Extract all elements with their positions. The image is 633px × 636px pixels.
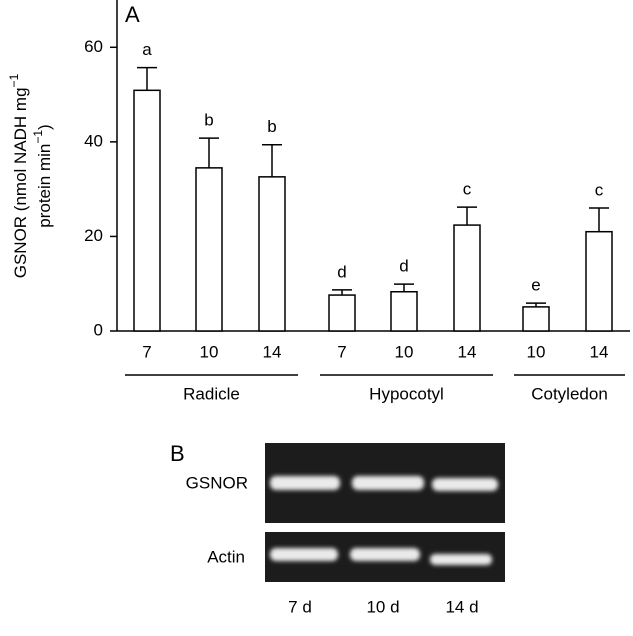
gel-lane-label: 10 d	[366, 597, 399, 616]
significance-letter: c	[463, 180, 472, 199]
bar	[585, 230, 613, 332]
bar	[258, 176, 286, 332]
significance-letter: b	[267, 117, 276, 136]
x-tick-label: 10	[200, 342, 219, 361]
x-tick-label: 7	[337, 342, 346, 361]
gel-row-label: GSNOR	[186, 473, 248, 492]
bar	[195, 167, 223, 332]
y-tick-label: 40	[84, 131, 103, 150]
y-label-part: GSNOR (nmol NADH mg	[11, 87, 30, 278]
y-label-sup: −1	[7, 73, 21, 87]
significance-letter: d	[337, 262, 346, 281]
y-label-part: )	[35, 124, 54, 130]
gel-lane-label: 14 d	[445, 597, 478, 616]
x-tick-label: 14	[263, 342, 282, 361]
significance-letter: d	[399, 257, 408, 276]
y-tick-label: 60	[84, 37, 103, 56]
x-tick-label: 10	[527, 342, 546, 361]
x-tick-label: 7	[142, 342, 151, 361]
x-tick-label: 14	[458, 342, 477, 361]
panel-label: B	[170, 441, 185, 466]
bar	[133, 89, 161, 332]
bar	[453, 224, 481, 332]
gel-lane-label: 7 d	[288, 597, 312, 616]
y-label-sup: −1	[31, 130, 45, 144]
y-axis-label: protein min−1)	[31, 124, 54, 227]
bar	[522, 306, 550, 332]
x-tick-label: 10	[395, 342, 414, 361]
group-label: Radicle	[183, 384, 240, 403]
y-tick-label: 0	[94, 320, 103, 339]
y-axis-label: GSNOR (nmol NADH mg−1	[7, 73, 30, 278]
significance-letter: b	[204, 111, 213, 130]
gel-row-label: Actin	[207, 547, 245, 566]
y-tick-label: 20	[84, 226, 103, 245]
bar	[328, 294, 356, 332]
group-label: Cotyledon	[531, 384, 608, 403]
x-tick-label: 14	[590, 342, 609, 361]
significance-letter: c	[595, 181, 604, 200]
significance-letter: a	[142, 40, 152, 59]
y-label-part: protein min	[35, 144, 54, 228]
significance-letter: e	[531, 276, 540, 295]
group-label: Hypocotyl	[369, 384, 444, 403]
gel-bands	[270, 476, 498, 565]
bar	[390, 291, 418, 332]
panel-label: A	[125, 2, 140, 27]
